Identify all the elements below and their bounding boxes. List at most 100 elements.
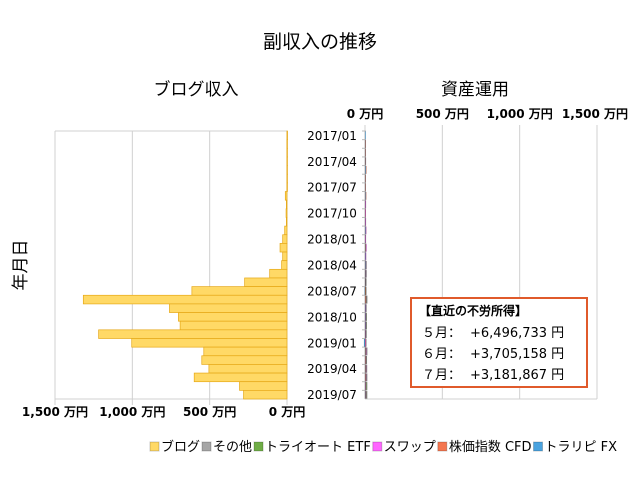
- blog-bar: [179, 320, 288, 331]
- right-tick-label: 1,500 万円: [562, 107, 628, 121]
- blog-bar: [243, 390, 288, 400]
- legend-swatch: [437, 441, 448, 452]
- asset-bar: [365, 183, 367, 192]
- blog-bar: [282, 251, 288, 262]
- recent-income-value: +6,496,733 円: [470, 326, 564, 341]
- right-tick-label: 0 万円: [347, 107, 384, 121]
- asset-bar: [365, 269, 367, 278]
- right-tick-label: 500 万円: [416, 107, 469, 121]
- asset-bar: [365, 157, 367, 166]
- legend-swatch: [533, 441, 544, 452]
- blog-bar: [203, 346, 288, 357]
- asset-bar: [366, 390, 368, 399]
- legend-label: トライオート ETF: [265, 440, 371, 455]
- recent-income-month: ６月：: [422, 347, 461, 362]
- asset-bar: [365, 338, 367, 347]
- blog-bar: [193, 372, 288, 383]
- left-tick-label: 1,500 万円: [22, 405, 88, 419]
- asset-bar: [365, 286, 367, 295]
- category-label: 2019/01: [307, 336, 357, 350]
- asset-bar: [365, 304, 367, 313]
- legend-item: 株価指数 CFD: [437, 440, 532, 455]
- category-label: 2018/07: [307, 284, 357, 298]
- category-label: 2018/04: [307, 259, 357, 273]
- blog-bar: [286, 199, 288, 210]
- blog-bar: [82, 294, 288, 305]
- category-label: 2017/10: [307, 207, 357, 221]
- blog-bar: [269, 268, 288, 279]
- asset-bar: [365, 235, 367, 244]
- asset-bar: [365, 356, 367, 365]
- category-label: 2017/04: [307, 155, 357, 169]
- asset-bar: [366, 321, 367, 330]
- blog-bar: [244, 277, 288, 287]
- legend-item: トライオート ETF: [253, 440, 371, 455]
- legend-label: スワップ: [384, 440, 436, 455]
- category-label: 2018/10: [307, 310, 357, 324]
- blog-bar: [169, 303, 288, 313]
- recent-income-month: ７月：: [422, 368, 461, 383]
- asset-bar: [365, 165, 367, 174]
- recent-income-box: 【直近の不労所得】 ５月： +6,496,733 円 ６月： +3,705,15…: [410, 297, 588, 388]
- category-label: 2019/04: [307, 362, 357, 376]
- asset-bar: [365, 200, 367, 209]
- category-label: 2019/07: [307, 388, 357, 402]
- asset-bar: [366, 347, 368, 356]
- recent-income-value: +3,705,158 円: [470, 347, 564, 362]
- right-panel-subtitle: 資産運用: [441, 80, 509, 100]
- legend-item: トラリピ FX: [533, 440, 618, 455]
- asset-bar: [365, 278, 367, 287]
- blog-bar: [131, 338, 288, 348]
- asset-bar: [365, 209, 367, 218]
- asset-bar: [364, 131, 366, 140]
- asset-bar: [365, 330, 367, 339]
- legend-label: その他: [213, 440, 252, 455]
- blog-bar: [286, 130, 288, 140]
- blog-bar: [282, 234, 288, 244]
- recent-income-box-border: [410, 297, 588, 388]
- blog-bar: [286, 156, 288, 166]
- category-label: 2017/01: [307, 129, 357, 143]
- asset-bar: [365, 139, 367, 148]
- legend-label: トラリピ FX: [545, 440, 618, 455]
- blog-bar: [285, 208, 288, 218]
- y-axis-title: 年月日: [11, 240, 31, 291]
- recent-income-header: 【直近の不労所得】: [419, 303, 527, 318]
- right-tick-label: 1,000 万円: [487, 107, 553, 121]
- asset-bar: [365, 338, 367, 347]
- asset-bar: [365, 243, 367, 252]
- blog-bar: [286, 165, 288, 175]
- category-label: 2018/01: [307, 233, 357, 247]
- blog-bar: [178, 312, 288, 322]
- left-panel-subtitle: ブログ収入: [154, 79, 239, 100]
- legend-label: 株価指数 CFD: [449, 440, 532, 455]
- recent-income-month: ５月：: [422, 326, 461, 341]
- legend-label: ブログ: [161, 439, 200, 455]
- left-tick-label: 0 万円: [269, 405, 306, 419]
- blog-bar: [201, 355, 288, 365]
- asset-bar: [365, 364, 367, 373]
- legend-swatch: [372, 441, 383, 452]
- chart-title: 副収入の推移: [263, 31, 377, 53]
- asset-bar: [365, 373, 367, 382]
- category-label: 2017/07: [307, 181, 357, 195]
- asset-bar: [366, 356, 368, 365]
- blog-bar: [286, 147, 288, 158]
- blog-bar: [284, 191, 288, 201]
- asset-bar: [365, 260, 367, 270]
- left-tick-label: 500 万円: [183, 405, 236, 419]
- asset-bar: [366, 295, 368, 304]
- asset-bar: [366, 382, 368, 391]
- blog-bar: [286, 173, 288, 184]
- blog-bar: [286, 217, 288, 227]
- blog-bar: [98, 329, 288, 339]
- legend-item: ブログ: [149, 439, 200, 455]
- legend-swatch: [253, 441, 264, 452]
- asset-bar: [366, 312, 367, 321]
- blog-bar: [239, 381, 288, 391]
- blog-bar: [281, 260, 288, 270]
- legend-item: スワップ: [372, 440, 436, 455]
- blog-bar: [286, 139, 288, 149]
- legend-item: その他: [201, 440, 252, 455]
